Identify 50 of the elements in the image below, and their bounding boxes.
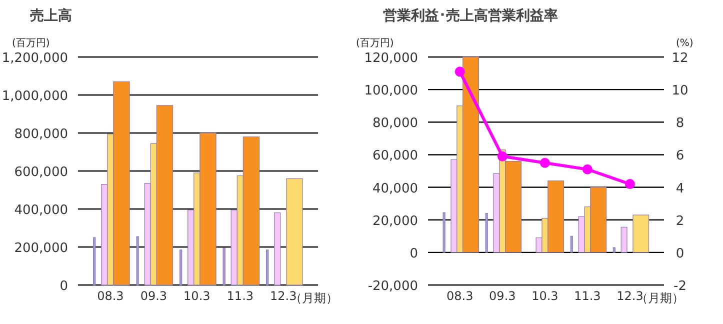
y-tick-label: 0 [410,246,418,262]
x-tick-label: 09.3 [489,289,516,303]
y2-axis-title: (%) [676,38,694,49]
bar [620,226,628,253]
x-tick-label: 12.3 [616,289,644,303]
y2-tick-label: 10 [672,84,688,99]
bar [180,250,182,286]
y-tick-label: 60,000 [372,148,418,164]
y-tick-label: 800,000 [14,127,68,142]
y-tick-label: 120,000 [364,51,418,66]
point [624,179,635,190]
x-tick-label: 10.3 [184,289,210,303]
y-tick-label: 100,000 [364,84,418,99]
point [540,158,550,168]
bar [222,248,226,286]
y-tick-label: 600,000 [14,165,68,180]
point [582,164,592,174]
chart-title: 売上高 [30,7,72,24]
y-tick-label: 1,200,000 [2,51,68,66]
y2-tick-label: -2 [674,279,686,294]
y-tick-label: 200,000 [14,241,68,256]
point [454,66,465,77]
y2-tick-label: 8 [676,116,684,132]
x-tick-label: 09.3 [140,289,168,303]
y-tick-label: 400,000 [14,203,68,218]
y-tick-label: 1,000,000 [2,89,68,104]
bar [136,236,139,286]
x-tick-label: 12.3 [270,289,297,303]
bar [266,250,269,286]
y2-tick-label: 6 [676,148,684,164]
y-axis-title: (百万円) [356,38,394,49]
point [497,151,508,162]
y-tick-label: 80,000 [372,116,418,132]
y2-tick-label: 0 [676,246,684,262]
x-tick-label: 08.3 [97,289,124,303]
y-tick-label: 20,000 [372,214,418,229]
y-tick-label: 40,000 [372,181,418,196]
x-tick-label: 11.3 [226,289,254,303]
bar [274,212,281,286]
x-tick-label: 10.3 [532,289,558,303]
x-tick-label: 08.3 [446,289,474,303]
y2-tick-label: 12 [672,51,688,66]
bar [93,237,96,286]
chart-title: 営業利益･売上高営業利益率 [383,7,558,24]
y2-tick-label: 4 [676,181,684,196]
y-tick-label: 0 [60,279,68,294]
y-axis-title: (百万円) [12,38,50,49]
x-tick-label: 11.3 [574,289,601,303]
y-tick-label: -20,000 [368,279,418,294]
y2-tick-label: 2 [676,214,684,229]
